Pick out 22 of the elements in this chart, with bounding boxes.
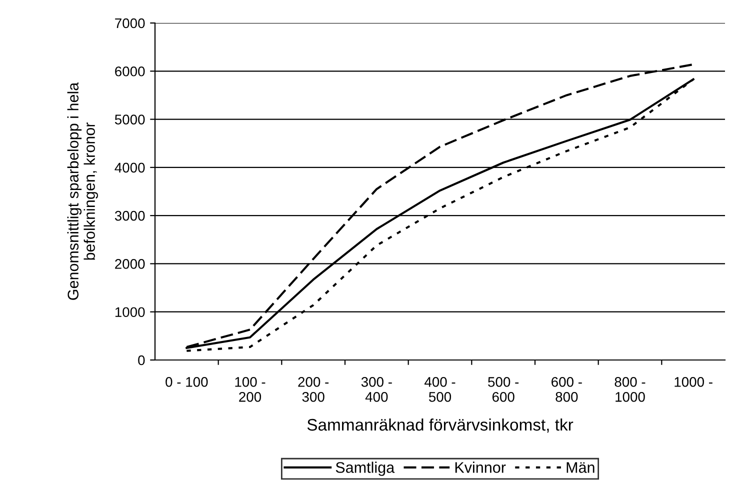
legend-label: Kvinnor: [455, 462, 506, 473]
x-tick-label: 1000 -: [674, 377, 712, 387]
x-tick-label: 0 - 100: [166, 377, 208, 387]
y-tick-label: 7000: [115, 18, 145, 28]
y-tick-label: 5000: [114, 114, 145, 124]
y-tick-label: 6000: [115, 66, 145, 76]
y-tick-label: 0: [138, 355, 145, 366]
legend-label: Samtliga: [336, 462, 395, 476]
y-axis-title: Genomsnittligt sparbelopp i hela befolkningen, kronor: [67, 82, 98, 300]
legend-label: Män: [566, 462, 594, 473]
y-tick-label: 3000: [114, 210, 145, 221]
y-tick-label: 2000: [115, 259, 145, 269]
x-tick-label: 300 - 400: [361, 377, 392, 402]
x-tick-label: 600 - 800: [552, 377, 582, 402]
x-tick-label: 100 - 200: [235, 377, 266, 402]
y-tick-label: 4000: [114, 162, 145, 173]
x-axis-title: Sammanräknad förvärvsinkomst, tkr: [307, 418, 574, 433]
x-tick-label: 400 - 500: [424, 377, 456, 402]
y-tick-label: 1000: [115, 307, 145, 318]
x-tick-label: 200 - 300: [298, 377, 329, 402]
x-tick-label: 800 - 1000: [614, 377, 646, 402]
x-tick-label: 500 - 600: [488, 377, 519, 402]
